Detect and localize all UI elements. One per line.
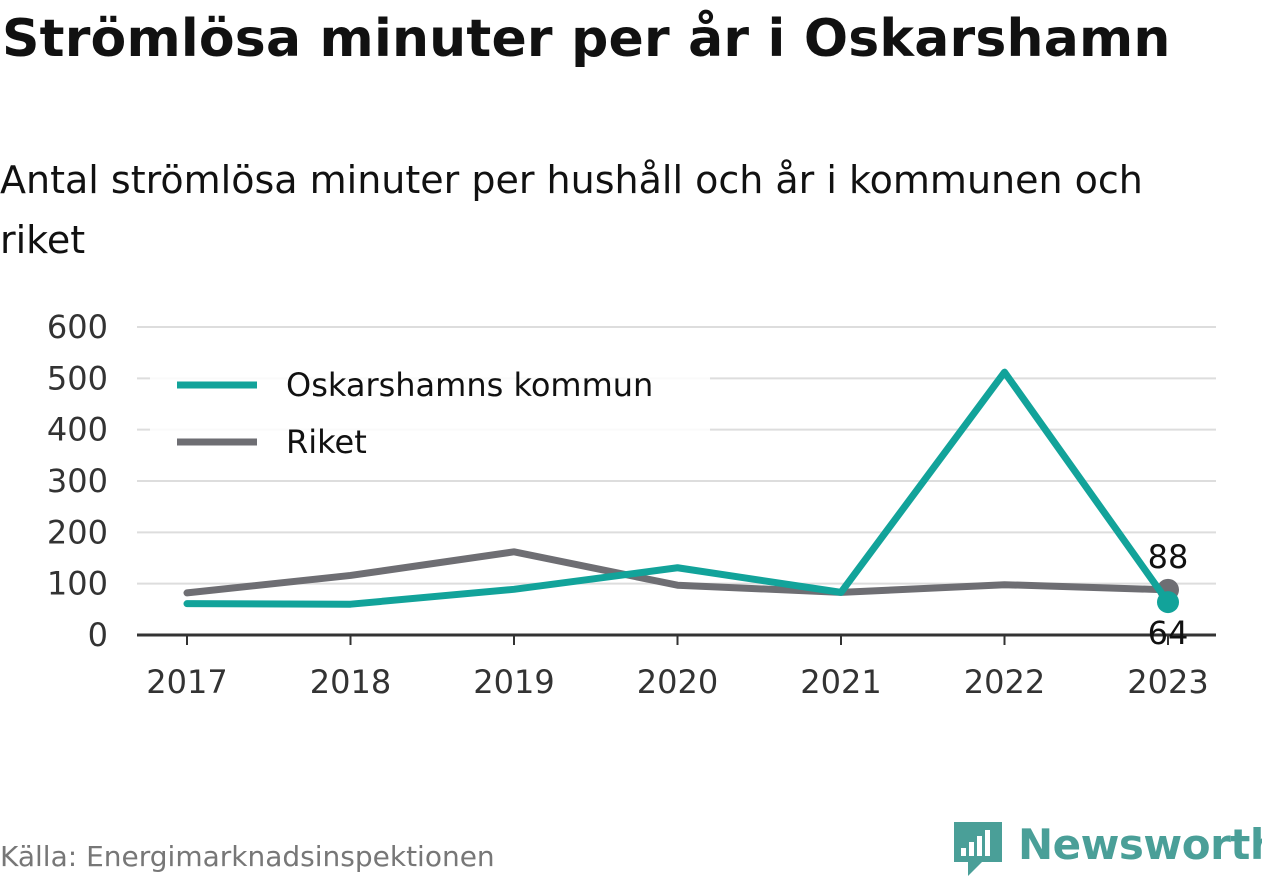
y-tick-label: 500 — [47, 359, 108, 397]
newsworthy-logo-icon — [954, 822, 1002, 876]
legend: Oskarshamns kommun Riket — [150, 355, 710, 475]
series-line-0 — [183, 368, 1172, 608]
y-tick-label: 600 — [47, 308, 108, 346]
legend-label: Oskarshamns kommun — [286, 366, 653, 404]
chart-title: Strömlösa minuter per år i Oskarshamn — [2, 9, 1171, 69]
x-tick-label: 2021 — [800, 663, 881, 701]
end-label-oskarshamn: 64 — [1148, 614, 1189, 652]
x-tick-label: 2022 — [964, 663, 1045, 701]
end-label-riket: 88 — [1148, 538, 1189, 576]
legend-background — [150, 355, 710, 475]
line-chart: 0 100 200 300 400 500 600 2017 2018 2019 2020 2021… — [47, 308, 1216, 701]
chart-subtitle: Antal strömlösa minuter per hushåll och … — [0, 158, 1143, 262]
x-tick-label: 2018 — [310, 663, 391, 701]
x-tick-label: 2017 — [146, 663, 227, 701]
x-tick-label: 2023 — [1127, 663, 1208, 701]
y-tick-label: 200 — [47, 513, 108, 551]
brand-name: Newsworthy — [1018, 820, 1262, 869]
x-axis-ticks: 2017 2018 2019 2020 2021 2022 2023 — [146, 635, 1209, 701]
y-tick-label: 300 — [47, 462, 108, 500]
series-lines — [183, 368, 1179, 614]
end-labels: 64 88 — [1148, 538, 1189, 652]
series-line-1 — [183, 548, 1172, 597]
y-axis-ticks: 0 100 200 300 400 500 600 — [47, 308, 108, 654]
y-tick-label: 0 — [88, 616, 108, 654]
y-tick-label: 100 — [47, 565, 108, 603]
series-end-point-0 — [1157, 591, 1179, 614]
x-tick-label: 2020 — [637, 663, 718, 701]
source-note: Källa: Energimarknadsinspektionen — [0, 840, 495, 873]
x-tick-label: 2019 — [473, 663, 554, 701]
y-tick-label: 400 — [47, 411, 108, 449]
legend-label: Riket — [286, 423, 367, 461]
